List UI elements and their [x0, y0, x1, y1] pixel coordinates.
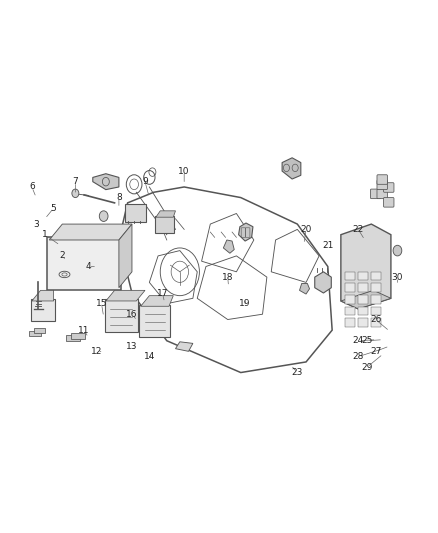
Text: 17: 17 [157, 288, 168, 297]
FancyBboxPatch shape [139, 305, 170, 337]
FancyBboxPatch shape [377, 180, 388, 190]
Text: 16: 16 [126, 310, 138, 319]
Text: 27: 27 [370, 347, 381, 356]
Text: 2: 2 [60, 252, 65, 261]
Text: 25: 25 [361, 336, 373, 345]
Text: 26: 26 [370, 315, 381, 324]
Text: 12: 12 [92, 347, 103, 356]
FancyBboxPatch shape [47, 237, 121, 290]
FancyBboxPatch shape [345, 272, 355, 280]
Polygon shape [282, 158, 301, 179]
FancyBboxPatch shape [371, 295, 381, 304]
Polygon shape [315, 272, 331, 293]
FancyBboxPatch shape [345, 295, 355, 304]
FancyBboxPatch shape [345, 318, 355, 327]
FancyBboxPatch shape [377, 189, 388, 199]
Text: 4: 4 [85, 262, 91, 271]
Text: 20: 20 [300, 225, 312, 234]
Circle shape [72, 189, 79, 198]
Polygon shape [223, 240, 234, 253]
FancyBboxPatch shape [155, 216, 174, 233]
FancyBboxPatch shape [124, 205, 146, 222]
Polygon shape [176, 342, 193, 351]
Polygon shape [32, 290, 53, 301]
Text: 15: 15 [96, 299, 107, 308]
FancyBboxPatch shape [358, 307, 368, 316]
Polygon shape [341, 224, 391, 309]
Text: 24: 24 [353, 336, 364, 345]
FancyBboxPatch shape [345, 284, 355, 292]
FancyBboxPatch shape [31, 300, 55, 321]
FancyBboxPatch shape [377, 175, 388, 184]
Text: 3: 3 [33, 220, 39, 229]
Polygon shape [300, 284, 310, 294]
Text: 21: 21 [322, 241, 333, 250]
Polygon shape [239, 223, 253, 241]
Text: 30: 30 [392, 272, 403, 281]
Text: 13: 13 [126, 342, 138, 351]
Text: 28: 28 [353, 352, 364, 361]
Text: 11: 11 [78, 326, 90, 335]
FancyBboxPatch shape [371, 318, 381, 327]
FancyBboxPatch shape [384, 183, 394, 192]
FancyBboxPatch shape [384, 198, 394, 207]
Polygon shape [141, 296, 173, 306]
Text: 22: 22 [353, 225, 364, 234]
Text: 7: 7 [73, 177, 78, 186]
Polygon shape [156, 211, 176, 217]
Text: 23: 23 [292, 368, 303, 377]
Text: 29: 29 [361, 363, 373, 372]
FancyBboxPatch shape [358, 284, 368, 292]
FancyBboxPatch shape [371, 307, 381, 316]
FancyBboxPatch shape [358, 295, 368, 304]
Polygon shape [49, 224, 132, 240]
Polygon shape [93, 174, 119, 190]
FancyBboxPatch shape [371, 272, 381, 280]
Polygon shape [341, 290, 391, 309]
Circle shape [393, 245, 402, 256]
Text: 18: 18 [222, 272, 233, 281]
FancyBboxPatch shape [358, 318, 368, 327]
FancyBboxPatch shape [34, 328, 46, 333]
FancyBboxPatch shape [358, 272, 368, 280]
FancyBboxPatch shape [105, 300, 138, 332]
Text: 19: 19 [239, 299, 251, 308]
FancyBboxPatch shape [66, 335, 80, 341]
Polygon shape [106, 290, 145, 301]
Text: 10: 10 [178, 166, 190, 175]
FancyBboxPatch shape [29, 330, 41, 336]
FancyBboxPatch shape [371, 284, 381, 292]
Text: 6: 6 [29, 182, 35, 191]
FancyBboxPatch shape [345, 307, 355, 316]
Text: 5: 5 [51, 204, 57, 213]
Text: 1: 1 [42, 230, 48, 239]
FancyBboxPatch shape [71, 333, 85, 338]
Text: 8: 8 [116, 193, 122, 202]
Text: 9: 9 [142, 177, 148, 186]
Circle shape [99, 211, 108, 221]
Polygon shape [119, 224, 132, 288]
FancyBboxPatch shape [371, 189, 381, 199]
Text: 14: 14 [144, 352, 155, 361]
